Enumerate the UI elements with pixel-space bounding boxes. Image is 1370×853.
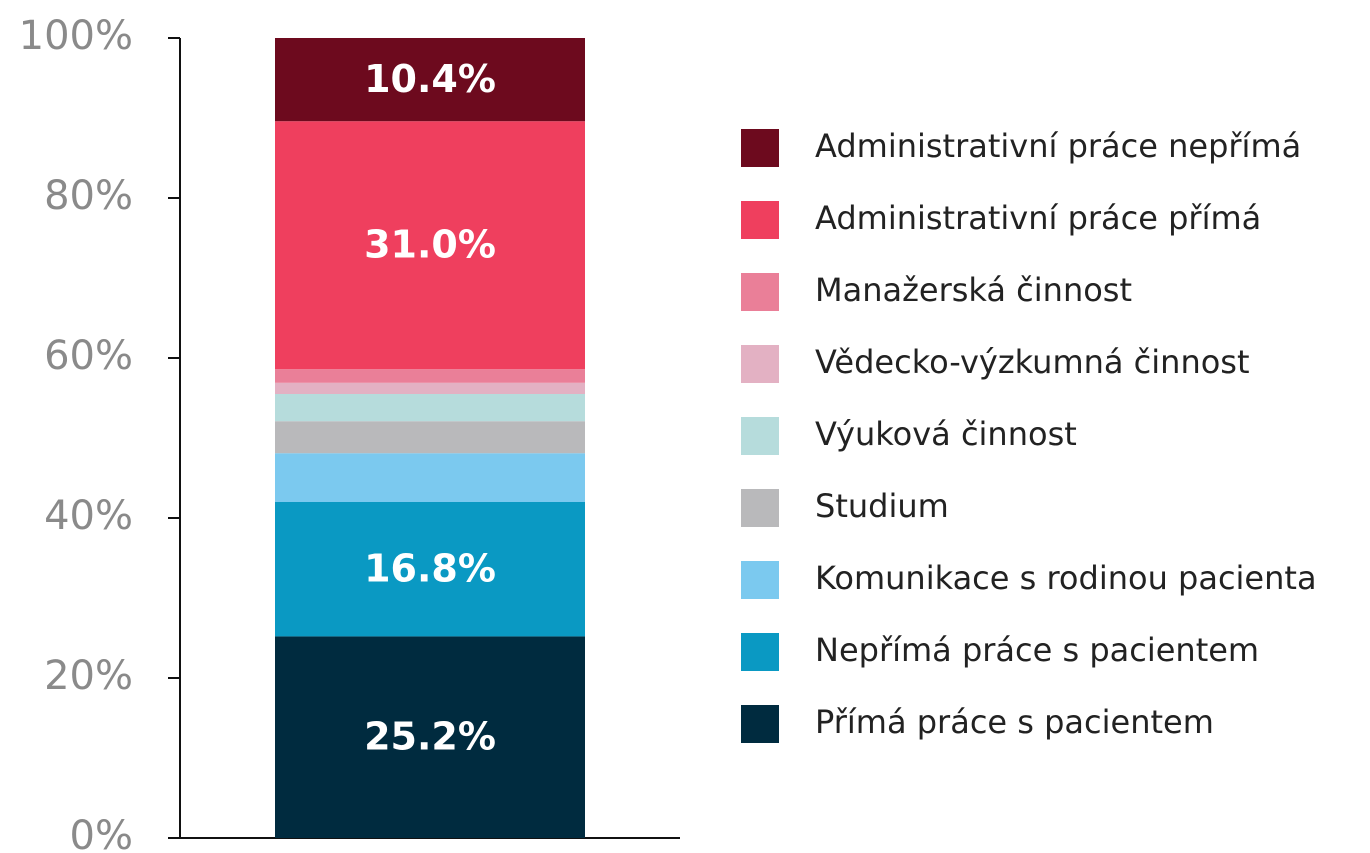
legend-swatch bbox=[741, 561, 779, 599]
bar-segment bbox=[275, 38, 585, 122]
bar-segment bbox=[275, 121, 585, 370]
legend-swatch bbox=[741, 201, 779, 239]
y-tick-label: 40% bbox=[44, 493, 133, 539]
bar-segment bbox=[275, 453, 585, 502]
legend-swatch bbox=[741, 273, 779, 311]
bar-segment bbox=[275, 502, 585, 637]
bar-segment bbox=[275, 394, 585, 422]
y-tick-label: 60% bbox=[44, 333, 133, 379]
legend-label: Přímá práce s pacientem bbox=[815, 703, 1214, 741]
legend-swatch bbox=[741, 129, 779, 167]
value-label: 31.0% bbox=[364, 223, 496, 267]
bar-segment bbox=[275, 382, 585, 394]
y-tick-label: 80% bbox=[44, 173, 133, 219]
legend-label: Manažerská činnost bbox=[815, 271, 1132, 309]
y-tick-label: 100% bbox=[19, 13, 133, 59]
legend-label: Studium bbox=[815, 487, 949, 525]
value-label: 16.8% bbox=[364, 547, 496, 591]
y-tick-label: 0% bbox=[70, 813, 133, 853]
value-label: 10.4% bbox=[364, 57, 496, 101]
bar-segment bbox=[275, 636, 585, 838]
bar-segment bbox=[275, 421, 585, 454]
legend-label: Komunikace s rodinou pacienta bbox=[815, 559, 1317, 597]
legend-label: Administrativní práce přímá bbox=[815, 199, 1261, 237]
legend-label: Nepřímá práce s pacientem bbox=[815, 631, 1259, 669]
legend-swatch bbox=[741, 633, 779, 671]
legend-label: Administrativní práce nepřímá bbox=[815, 127, 1301, 165]
bar-segment bbox=[275, 369, 585, 383]
legend-label: Výuková činnost bbox=[815, 415, 1077, 453]
legend-swatch bbox=[741, 705, 779, 743]
legend-swatch bbox=[741, 345, 779, 383]
y-tick-label: 20% bbox=[44, 653, 133, 699]
value-label: 25.2% bbox=[364, 715, 496, 759]
legend-swatch bbox=[741, 489, 779, 527]
legend-label: Vědecko-výzkumná činnost bbox=[815, 343, 1250, 381]
legend-swatch bbox=[741, 417, 779, 455]
